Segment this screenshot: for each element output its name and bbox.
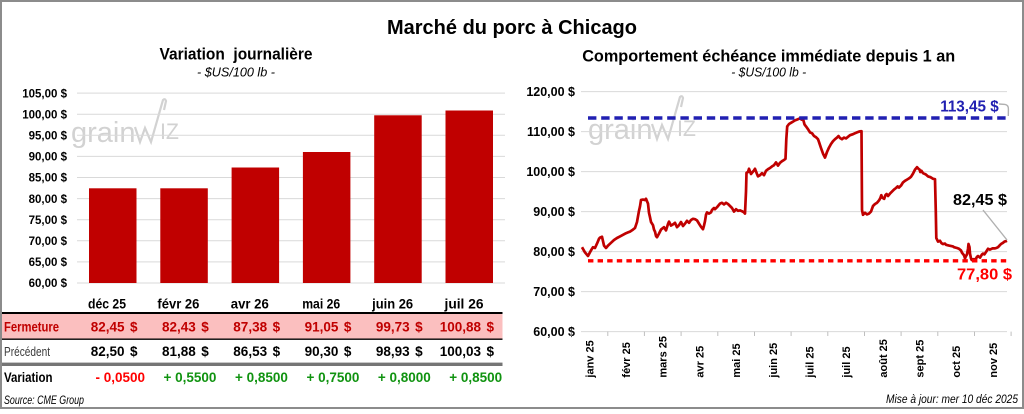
svg-text:$: $ <box>344 344 352 359</box>
svg-text:$: $ <box>130 344 138 359</box>
svg-text:sept 25: sept 25 <box>914 340 926 378</box>
svg-text:$: $ <box>273 344 281 359</box>
svg-text:juil 25: juil 25 <box>841 346 853 378</box>
svg-text:déc 25: déc 25 <box>88 297 126 312</box>
svg-text:- $US/100 lb -: - $US/100 lb - <box>197 65 276 80</box>
svg-text:+ 0,5500: + 0,5500 <box>163 370 216 385</box>
svg-text:+ 0,8000: + 0,8000 <box>378 370 431 385</box>
svg-text:98,93: 98,93 <box>376 344 410 359</box>
svg-text:90,00 $: 90,00 $ <box>533 205 575 219</box>
svg-text:91,05: 91,05 <box>305 320 339 335</box>
svg-text:+ 0,8500: + 0,8500 <box>449 370 502 385</box>
svg-text:90,30: 90,30 <box>305 344 339 359</box>
svg-text:80,00 $: 80,00 $ <box>533 245 575 259</box>
svg-text:- $US/100 lb -: - $US/100 lb - <box>731 65 807 80</box>
svg-text:100,00 $: 100,00 $ <box>22 109 67 121</box>
svg-text:70,00 $: 70,00 $ <box>29 236 68 248</box>
svg-text:60,00 $: 60,00 $ <box>29 278 68 290</box>
svg-text:juin 25: juin 25 <box>768 343 780 379</box>
svg-text:113,45 $: 113,45 $ <box>940 99 999 116</box>
svg-text:85,00 $: 85,00 $ <box>29 173 68 185</box>
svg-text:juil 25: juil 25 <box>804 346 816 378</box>
svg-text:82,45 $: 82,45 $ <box>953 192 1007 209</box>
svg-text:$: $ <box>201 320 209 335</box>
svg-text:81,88: 81,88 <box>162 344 196 359</box>
svg-text:Marché du porc à Chicago: Marché du porc à Chicago <box>387 17 637 39</box>
svg-text:99,73: 99,73 <box>376 320 410 335</box>
svg-text:$: $ <box>273 320 281 335</box>
svg-text:oct 25: oct 25 <box>951 346 963 378</box>
svg-text:Comportement échéance immédiat: Comportement échéance immédiate depuis 1… <box>582 47 955 66</box>
svg-text:- 0,0500: - 0,0500 <box>95 370 145 385</box>
svg-text:août 25: août 25 <box>878 339 890 378</box>
svg-text:IZ: IZ <box>160 119 179 144</box>
svg-text:IZ: IZ <box>677 116 696 141</box>
svg-text:Précédent: Précédent <box>4 345 50 359</box>
svg-text:65,00 $: 65,00 $ <box>29 257 68 269</box>
svg-text:avr 26: avr 26 <box>231 297 269 312</box>
svg-text:févr 25: févr 25 <box>621 342 633 377</box>
svg-text:$: $ <box>415 344 423 359</box>
svg-text:100,03: 100,03 <box>440 344 482 359</box>
svg-text:mai 25: mai 25 <box>731 343 743 377</box>
svg-text:70,00 $: 70,00 $ <box>533 285 575 299</box>
svg-text:60,00 $: 60,00 $ <box>533 325 575 339</box>
svg-text:82,43: 82,43 <box>162 320 196 335</box>
svg-text:Source: CME Group: Source: CME Group <box>4 393 84 407</box>
svg-text:$: $ <box>130 320 138 335</box>
svg-text:janv 25: janv 25 <box>584 340 596 378</box>
svg-text:120,00 $: 120,00 $ <box>526 85 575 99</box>
svg-text:$: $ <box>415 320 423 335</box>
svg-text:90,00 $: 90,00 $ <box>29 152 68 164</box>
svg-text:févr 26: févr 26 <box>157 297 199 312</box>
svg-text:$: $ <box>201 344 209 359</box>
svg-text:Fermeture: Fermeture <box>4 320 59 335</box>
svg-text:95,00 $: 95,00 $ <box>29 131 68 143</box>
svg-text:75,00 $: 75,00 $ <box>29 215 68 227</box>
svg-text:+ 0,8500: + 0,8500 <box>235 370 288 385</box>
svg-text:77,80 $: 77,80 $ <box>957 267 1012 284</box>
svg-text:juin 26: juin 26 <box>371 297 413 312</box>
svg-text:110,00 $: 110,00 $ <box>527 125 575 139</box>
svg-text:juil 26: juil 26 <box>443 297 484 312</box>
svg-text:86,53: 86,53 <box>233 344 267 359</box>
svg-text:$: $ <box>344 320 352 335</box>
svg-text:Mise à jour: mer 10 déc 2025: Mise à jour: mer 10 déc 2025 <box>886 392 1018 406</box>
svg-text:82,45: 82,45 <box>91 320 125 335</box>
svg-text:82,50: 82,50 <box>91 344 125 359</box>
svg-text:grain: grain <box>71 117 136 149</box>
svg-text:mai 26: mai 26 <box>302 297 340 312</box>
svg-text:Variation journalière: Variation journalière <box>160 45 313 64</box>
svg-text:100,00 $: 100,00 $ <box>526 165 575 179</box>
svg-text:100,88: 100,88 <box>440 320 482 335</box>
svg-text:$: $ <box>486 344 494 359</box>
svg-text:$: $ <box>486 320 494 335</box>
svg-text:avr 25: avr 25 <box>694 346 706 378</box>
svg-text:Variation: Variation <box>4 370 53 385</box>
svg-text:80,00 $: 80,00 $ <box>29 194 68 206</box>
svg-text:+ 0,7500: + 0,7500 <box>306 370 359 385</box>
svg-text:mars 25: mars 25 <box>658 336 670 378</box>
svg-text:nov 25: nov 25 <box>988 343 1000 378</box>
svg-text:105,00 $: 105,00 $ <box>22 88 67 100</box>
svg-text:87,38: 87,38 <box>233 320 267 335</box>
